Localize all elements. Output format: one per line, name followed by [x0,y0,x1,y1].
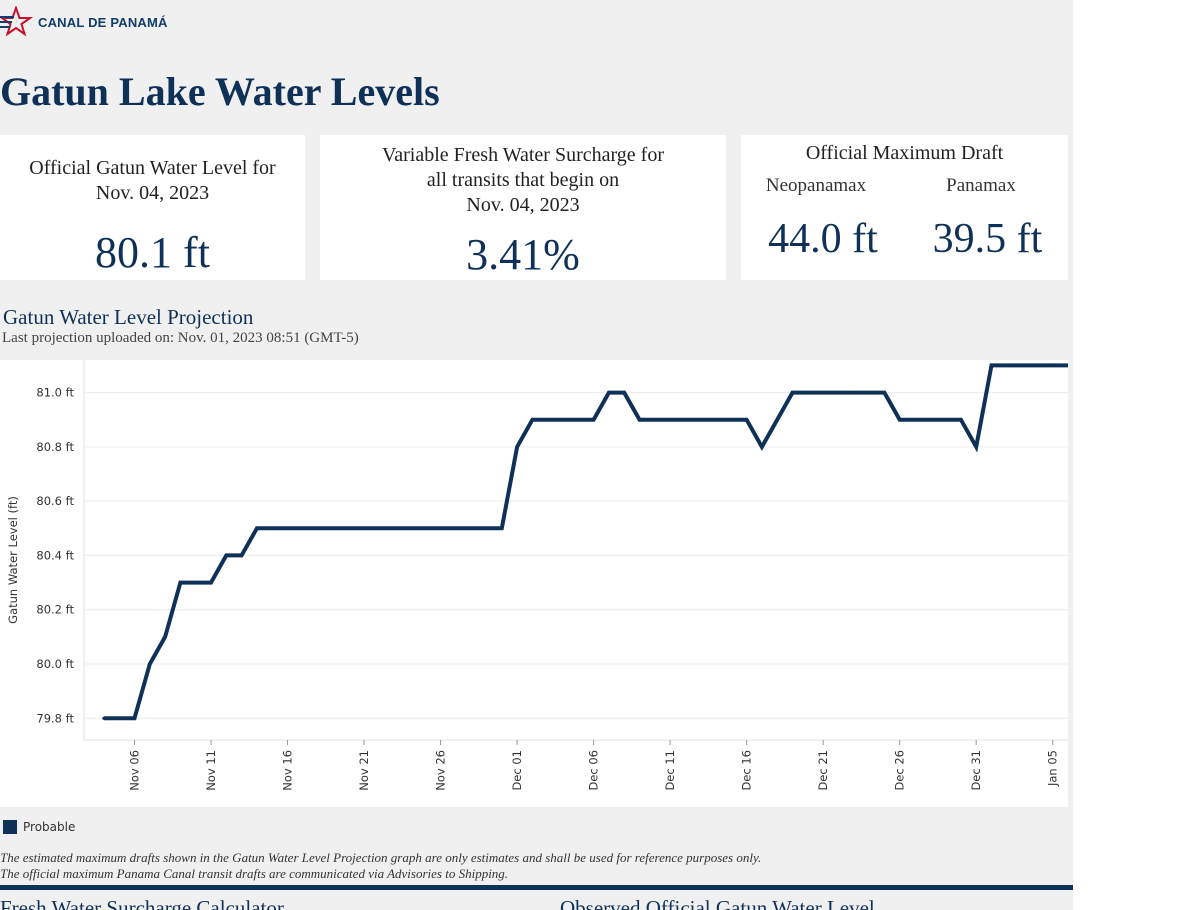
y-tick-label: 80.8 ft [36,440,74,454]
x-tick-label: Jan 05 [1046,750,1060,787]
chart-legend[interactable]: Probable [3,820,75,834]
data-point [898,418,902,422]
data-point [974,445,978,449]
page-title: Gatun Lake Water Levels [0,69,440,114]
neopanamax-label: Neopanamax [765,175,867,196]
x-tick-label: Dec 31 [969,750,983,791]
x-tick-label: Nov 26 [434,750,448,791]
data-point [500,526,504,530]
neopanamax-value: 44.0 ft [768,216,878,262]
data-point [148,662,152,666]
y-axis-ticks: 79.8 ft 80.0 ft 80.2 ft 80.4 ft 80.6 ft 80.8 … [36,386,74,726]
water-level-card: Official Gatun Water Level for Nov. 04, … [0,135,305,280]
star-logo-icon [0,6,34,37]
data-point [163,635,167,639]
data-point [607,391,611,395]
data-point [255,526,259,530]
water-level-label-line1: Official Gatun Water Level for [29,157,276,179]
panamax-value: 39.5 ft [932,216,1043,262]
projection-chart[interactable]: 79.8 ft 80.0 ft 80.2 ft 80.4 ft 80.6 ft 80.8 … [0,360,1073,807]
canal-logo[interactable]: CANAL DE PANAMÁ [0,6,168,38]
surcharge-calculator-title: Fresh Water Surcharge Calculator [0,896,284,910]
logo-text: CANAL DE PANAMÁ [38,14,168,30]
max-draft-card: Official Maximum Draft Neopanamax Panama… [741,135,1068,280]
data-point [959,418,963,422]
data-point [530,418,535,422]
projection-subtitle: Last projection uploaded on: Nov. 01, 20… [2,330,359,346]
y-tick-label: 80.6 ft [36,494,74,508]
disclaimer-line2: The official maximum Panama Canal transi… [0,866,509,881]
dashboard-panel: CANAL DE PANAMÁ Gatun Lake Water Levels … [0,0,1073,910]
surcharge-value: 3.41% [466,230,580,279]
water-level-date: Nov. 04, 2023 [95,182,210,204]
observed-level-title: Observed Official Gatun Water Level [560,896,875,910]
x-tick-label: Dec 21 [816,750,830,791]
x-tick-label: Nov 11 [204,750,218,791]
surcharge-label-line2: all transits that begin on [426,169,620,191]
x-tick-label: Dec 06 [587,750,601,791]
x-tick-label: Nov 06 [128,750,142,791]
data-point [515,445,519,449]
x-tick-label: Dec 26 [893,750,907,791]
legend-label-probable: Probable [23,820,76,834]
y-tick-label: 79.8 ft [36,711,74,725]
y-tick-label: 80.4 ft [36,548,74,562]
data-point [989,363,994,367]
data-point [790,391,795,395]
section-divider [0,885,1073,890]
projection-title: Gatun Water Level Projection [3,305,254,329]
data-point [178,581,182,585]
x-tick-label: Nov 16 [281,750,295,791]
data-point [852,391,856,395]
y-tick-label: 81.0 ft [36,386,74,400]
chart-svg[interactable]: 79.8 ft 80.0 ft 80.2 ft 80.4 ft 80.6 ft 80.8 … [0,360,1073,807]
data-point [331,526,335,530]
y-axis-label: Gatun Water Level (ft) [6,496,20,624]
series-layer[interactable] [102,363,1073,721]
x-tick-label: Dec 16 [740,750,754,791]
disclaimer-line1: The estimated maximum drafts shown in th… [0,850,762,865]
water-level-value: 80.1 ft [95,228,210,277]
grid-lines [83,360,1068,741]
max-draft-title: Official Maximum Draft [805,142,1004,164]
y-tick-label: 80.0 ft [36,657,74,671]
legend-swatch-probable [3,820,17,834]
data-point [240,553,244,557]
data-point [714,418,718,422]
data-point [209,581,213,585]
data-point [102,716,106,720]
data-point [622,391,626,395]
x-tick-label: Nov 21 [357,750,371,791]
data-point [592,418,596,422]
data-point [637,418,642,422]
x-tick-label: Dec 01 [510,750,524,791]
data-point [224,553,228,557]
panamax-label: Panamax [946,175,1016,196]
x-tick-label: Dec 11 [663,750,677,791]
x-axis-ticks: Nov 06 Nov 11 Nov 16 Nov 21 Nov 26 Dec 01 Dec … [128,740,1060,791]
series-line-probable[interactable] [103,363,1073,721]
surcharge-label-line1: Variable Fresh Water Surcharge for [382,144,664,166]
data-point [745,418,749,422]
y-tick-label: 80.2 ft [36,603,74,617]
data-point [882,391,887,395]
surcharge-card: Variable Fresh Water Surcharge for all t… [320,135,726,280]
surcharge-date: Nov. 04, 2023 [466,194,580,216]
data-point [408,526,412,530]
data-point [132,716,137,720]
data-point [1051,363,1055,367]
data-point [760,445,764,449]
disclaimer: The estimated maximum drafts shown in th… [0,850,761,882]
